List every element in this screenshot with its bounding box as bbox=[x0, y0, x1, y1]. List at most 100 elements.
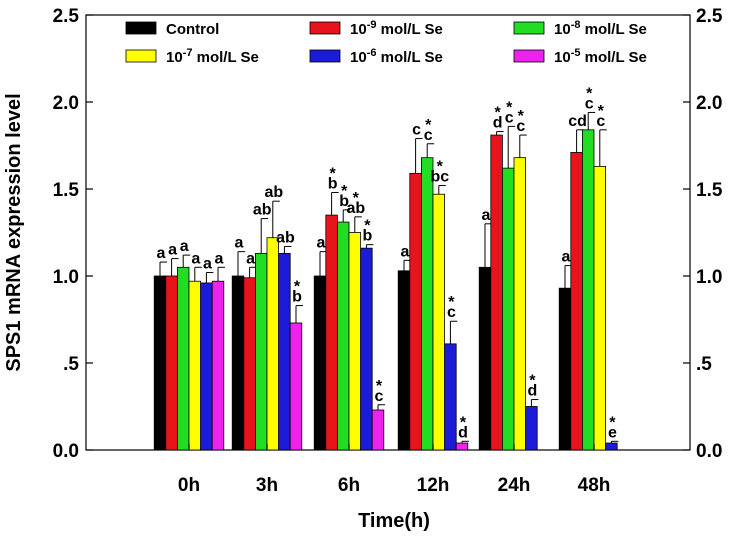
bar bbox=[605, 442, 618, 451]
significance-letter: c bbox=[424, 127, 433, 144]
legend-label-base: 10 bbox=[166, 49, 183, 66]
bar bbox=[525, 406, 538, 451]
bar bbox=[513, 157, 527, 451]
legend-label-exponent: -8 bbox=[571, 19, 581, 31]
y-tick-label-left: 2.0 bbox=[53, 93, 79, 114]
y-tick-label-right: 1.5 bbox=[696, 180, 723, 201]
legend-label: 10-5 mol/L Se bbox=[554, 47, 647, 66]
legend-label-suffix: mol/L Se bbox=[192, 49, 258, 66]
legend-label: 10-7 mol/L Se bbox=[166, 47, 259, 66]
significance-letter: d bbox=[458, 424, 468, 441]
significance-star: * bbox=[294, 279, 301, 296]
significance-letter: c bbox=[585, 95, 594, 112]
x-tick-label: 6h bbox=[338, 475, 360, 496]
bar bbox=[501, 167, 515, 451]
bar bbox=[371, 409, 385, 451]
legend-item: 10-7 mol/L Se bbox=[125, 47, 259, 66]
x-tick-label: 24h bbox=[498, 475, 531, 496]
bar bbox=[211, 280, 225, 451]
legend-label-exponent: -5 bbox=[571, 47, 581, 59]
legend-label-exponent: -9 bbox=[367, 19, 377, 31]
y-tick-label-right: 2.5 bbox=[696, 6, 723, 27]
significance-letter: a bbox=[168, 242, 177, 259]
bar bbox=[420, 157, 434, 451]
legend-label-suffix: mol/L Se bbox=[376, 49, 442, 66]
legend-label-exponent: -7 bbox=[183, 47, 193, 59]
significance-star: * bbox=[506, 99, 513, 116]
significance-letter: ab bbox=[264, 184, 283, 201]
significance-letter: ab bbox=[346, 200, 365, 217]
significance-letter: bc bbox=[430, 169, 449, 186]
significance-letter: a bbox=[482, 207, 491, 224]
y-tick-label-left: 1.5 bbox=[53, 180, 80, 201]
bar bbox=[570, 152, 583, 451]
bar bbox=[254, 252, 268, 451]
legend-item: 10-6 mol/L Se bbox=[309, 47, 443, 66]
significance-letter: a bbox=[215, 250, 224, 267]
legend-label-suffix: mol/L Se bbox=[580, 49, 646, 66]
significance-letter: c bbox=[516, 118, 525, 135]
significance-letter: b bbox=[328, 175, 338, 192]
legend-item: 10-9 mol/L Se bbox=[309, 19, 443, 38]
significance-letter: a bbox=[235, 235, 244, 252]
significance-star: * bbox=[529, 373, 536, 390]
significance-star: * bbox=[598, 103, 605, 120]
bar bbox=[397, 270, 411, 451]
legend-label: 10-8 mol/L Se bbox=[554, 19, 647, 38]
bar bbox=[278, 252, 291, 451]
legend-label: 10-9 mol/L Se bbox=[350, 19, 443, 38]
y-tick-label-left: 2.5 bbox=[53, 6, 80, 27]
significance-star: * bbox=[437, 159, 444, 176]
bar bbox=[593, 165, 607, 451]
bar bbox=[478, 266, 492, 451]
significance-letter: c bbox=[375, 388, 384, 405]
significance-letter: a bbox=[203, 256, 212, 273]
y-tick-label-right: 0.0 bbox=[696, 441, 722, 462]
significance-letter: c bbox=[447, 304, 456, 321]
bar bbox=[200, 282, 213, 451]
significance-star: * bbox=[364, 218, 371, 235]
significance-letter: b bbox=[292, 289, 302, 306]
plot-frame bbox=[85, 14, 691, 451]
y-tick-label-right: .5 bbox=[696, 354, 712, 375]
y-tick-label-right: 1.0 bbox=[696, 267, 722, 288]
legend-item: Control bbox=[125, 21, 219, 38]
bar bbox=[325, 214, 338, 451]
x-axis-title: Time(h) bbox=[358, 510, 430, 532]
x-tick-label: 48h bbox=[578, 475, 611, 496]
legend-label-base: 10 bbox=[554, 49, 571, 66]
bar bbox=[176, 266, 190, 451]
bar bbox=[558, 287, 572, 451]
significance-letter: c bbox=[596, 113, 605, 130]
bar bbox=[313, 275, 327, 451]
significance-letter: ab bbox=[276, 229, 295, 246]
bar bbox=[336, 221, 350, 451]
x-tick-label: 3h bbox=[256, 475, 278, 496]
bar bbox=[490, 134, 503, 451]
bar bbox=[432, 193, 446, 451]
significance-letter: a bbox=[180, 238, 189, 255]
significance-star: * bbox=[460, 414, 467, 431]
significance-star: * bbox=[353, 190, 360, 207]
bar bbox=[360, 247, 373, 451]
legend-swatch bbox=[513, 21, 545, 35]
y-axis-title: SPS1 mRNA expression level bbox=[3, 93, 25, 371]
y-tick-label-left: .5 bbox=[63, 354, 79, 375]
significance-letter: ab bbox=[253, 202, 272, 219]
legend-label: 10-6 mol/L Se bbox=[350, 47, 443, 66]
y-tick-label-left: 1.0 bbox=[53, 267, 79, 288]
bar bbox=[243, 277, 256, 451]
bar bbox=[409, 172, 422, 451]
significance-star: * bbox=[494, 105, 501, 122]
significance-letter: cd bbox=[568, 113, 587, 130]
significance-star: * bbox=[518, 108, 525, 125]
significance-letter: e bbox=[608, 424, 617, 441]
bar bbox=[231, 275, 245, 451]
legend-swatch bbox=[513, 49, 545, 63]
significance-letter: a bbox=[562, 249, 571, 266]
significance-letter: a bbox=[191, 250, 200, 267]
legend-swatch bbox=[125, 49, 157, 63]
significance-letter: c bbox=[412, 122, 421, 139]
